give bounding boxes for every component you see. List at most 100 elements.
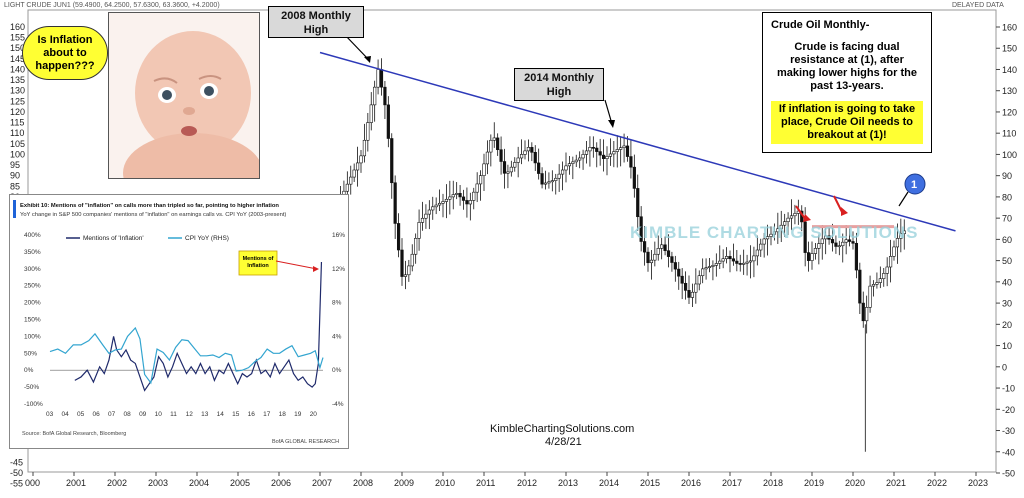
inset-title: Exhibit 10: Mentions of "inflation" on c…	[20, 203, 279, 209]
price-bar-body	[714, 263, 718, 266]
price-bar-body	[519, 154, 524, 159]
price-bar-body	[762, 238, 766, 245]
price-bar-body	[513, 162, 517, 168]
baby-speech-bubble: Is Inflation about to happen???	[22, 26, 108, 80]
price-bar-body	[871, 284, 876, 287]
price-bar-body	[441, 201, 445, 204]
price-bar-body	[765, 236, 770, 240]
callout-2014-monthly-high: 2014 Monthly High	[514, 68, 604, 101]
price-bar-body	[721, 258, 725, 262]
price-bar-body	[755, 249, 759, 257]
price-bar-body	[735, 260, 739, 264]
price-bar-body	[670, 256, 674, 263]
price-bar-body	[499, 149, 503, 162]
resistance-circle-1	[904, 173, 926, 195]
inset-exhibit: Exhibit 10: Mentions of "inflation" on c…	[9, 194, 349, 449]
price-bar-body	[396, 223, 401, 251]
left-y-tick-label: 110	[10, 128, 24, 138]
x-tick-label: 2010	[435, 478, 455, 488]
price-bar-body	[677, 268, 681, 277]
price-bar-body	[608, 153, 613, 157]
circle-pointer	[898, 191, 909, 207]
inset-x-tick: 19	[294, 411, 302, 418]
price-bar-body	[694, 283, 698, 293]
x-tick-label: 000	[25, 478, 40, 488]
inset-x-tick: 20	[310, 411, 318, 418]
inset-x-tick: 04	[62, 411, 70, 418]
inset-x-tick: 13	[201, 411, 209, 418]
x-tick-label: 2023	[968, 478, 988, 488]
delayed-data-label: DELAYED DATA	[952, 2, 1004, 9]
y-tick-label: 80	[1002, 192, 1012, 202]
price-bar-body	[550, 180, 554, 183]
price-bar-body	[830, 239, 835, 244]
x-tick-label: 2019	[804, 478, 824, 488]
price-bar-body	[578, 157, 582, 161]
price-bar-body	[868, 285, 872, 308]
x-tick-label: 2007	[312, 478, 332, 488]
price-bar-body	[882, 273, 886, 279]
red-arrow-head-2	[841, 207, 848, 216]
price-bar-body	[724, 256, 729, 260]
left-y-tick-label: 140	[10, 64, 25, 74]
inset-right-tick: 12%	[332, 266, 345, 273]
y-tick-label: 50	[1002, 256, 1012, 266]
y-tick-label: -40	[1002, 447, 1015, 457]
inset-x-tick: 09	[139, 411, 147, 418]
y-tick-label: 10	[1002, 341, 1012, 351]
price-bar-body	[383, 86, 387, 106]
price-bar-body	[571, 161, 575, 164]
baby-bubble-text: Is Inflation about to happen???	[35, 34, 95, 72]
price-bar-body	[615, 149, 619, 152]
left-y-tick-label: -50	[10, 468, 23, 478]
price-bar-body	[632, 166, 636, 189]
price-bar-body	[865, 307, 869, 322]
price-bar-body	[642, 241, 647, 253]
price-bar-body	[584, 150, 589, 155]
price-bar-body	[728, 256, 732, 260]
price-bar-body	[899, 233, 903, 239]
price-bar-body	[646, 251, 650, 264]
price-bar-body	[567, 163, 572, 167]
left-y-tick-label: 145	[10, 54, 25, 64]
y-tick-label: 90	[1002, 171, 1012, 181]
y-tick-label: 0	[1002, 362, 1007, 372]
price-bar-body	[841, 241, 845, 247]
price-bar-body	[355, 162, 360, 171]
price-bar-body	[656, 248, 660, 255]
inset-brand: BofA GLOBAL RESEARCH	[272, 439, 339, 445]
mentions-annotation-arrow	[275, 260, 318, 270]
price-bar-body	[612, 151, 616, 155]
price-bar-body	[902, 230, 906, 235]
price-bar-body	[851, 241, 855, 244]
callout-2008-label: 2008 Monthly High	[281, 10, 351, 36]
y-tick-label: 140	[1002, 65, 1017, 75]
price-bar-body	[362, 139, 367, 157]
price-bar-body	[581, 154, 585, 159]
trendline	[319, 51, 956, 232]
baby-nose	[183, 107, 195, 115]
left-y-tick-label: 115	[10, 118, 24, 128]
y-tick-label: 70	[1002, 214, 1012, 224]
callout-2008-arrowhead	[364, 56, 371, 63]
price-bar-body	[711, 265, 715, 267]
inset-x-tick: 12	[186, 411, 194, 418]
price-bar-body	[506, 171, 510, 174]
price-bar-body	[427, 209, 431, 215]
price-bar-body	[697, 275, 701, 285]
price-bar-body	[420, 217, 425, 223]
price-bar-body	[810, 253, 814, 261]
price-bar-body	[465, 200, 469, 205]
price-bar-body	[844, 239, 848, 243]
red-arrow-head-1	[803, 214, 811, 222]
price-bar-body	[496, 137, 500, 151]
inset-lines	[49, 262, 324, 392]
price-bar-body	[369, 104, 373, 123]
inset-right-tick: 16%	[332, 232, 345, 239]
left-y-tick-label: 100	[10, 149, 25, 159]
y-tick-label: 120	[1002, 107, 1017, 117]
series-mentions-line	[74, 262, 323, 392]
price-bar-body	[461, 196, 466, 201]
y-tick-label: 60	[1002, 235, 1012, 245]
